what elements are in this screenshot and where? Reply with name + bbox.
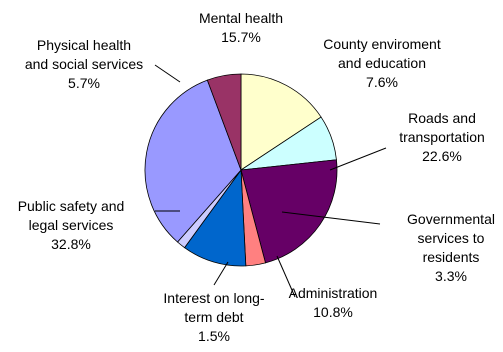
leader-line <box>276 255 296 298</box>
slice-label: Public safety and legal services 32.8% <box>18 198 125 252</box>
slice-label-line: Mental health <box>199 10 283 26</box>
slice-label: Governmental services to residents 3.3% <box>407 211 495 284</box>
slice-label-line: term debt <box>184 309 243 325</box>
slice-label-line: Interest on long- <box>163 290 265 306</box>
slice-label-line: 5.7% <box>68 75 100 91</box>
slice-label: Administration 10.8% <box>289 285 378 320</box>
slice-label-line: 3.3% <box>435 268 467 284</box>
slice-label-line: County enviroment <box>323 36 441 52</box>
slice-label-line: transportation <box>399 129 485 145</box>
slice-label-line: 1.5% <box>198 328 230 344</box>
leader-line <box>281 211 381 225</box>
slice-label-line: legal services <box>29 217 114 233</box>
slice-label-line: Physical health <box>37 37 131 53</box>
slice-label-line: and education <box>338 55 426 71</box>
slice-label-line: Roads and <box>408 110 476 126</box>
pie-slices <box>144 73 338 267</box>
slice-label-line: Governmental <box>407 211 495 227</box>
slice-labels: Mental health 15.7% County enviroment and e… <box>18 10 495 344</box>
slice-label: Roads and transportation 22.6% <box>399 110 485 164</box>
slice-label-line: residents <box>423 249 480 265</box>
slice-label-line: Administration <box>289 285 378 301</box>
slice-label: Interest on long-term debt 1.5% <box>163 290 265 344</box>
leader-line <box>329 147 387 171</box>
pie-slice <box>240 159 338 264</box>
slice-label-line: 15.7% <box>221 29 261 45</box>
pie-slice <box>206 73 242 171</box>
leader-line <box>213 261 229 286</box>
slice-label-line: Public safety and <box>18 198 125 214</box>
slice-label-line: 7.6% <box>366 74 398 90</box>
slice-label-line: 32.8% <box>51 236 91 252</box>
pie-slice <box>240 73 322 171</box>
leader-line <box>154 64 181 83</box>
slice-label-line: 22.6% <box>422 148 462 164</box>
slice-label-line: and social services <box>25 56 143 72</box>
slice-label-line: services to <box>418 230 485 246</box>
pie-slice <box>144 79 242 243</box>
slice-label: Physical health and social services 5.7% <box>25 37 143 91</box>
slice-label-line: 10.8% <box>313 304 353 320</box>
leader-lines <box>154 64 387 298</box>
slice-label: County enviroment and education 7.6% <box>323 36 441 90</box>
slice-label: Mental health 15.7% <box>199 10 283 45</box>
